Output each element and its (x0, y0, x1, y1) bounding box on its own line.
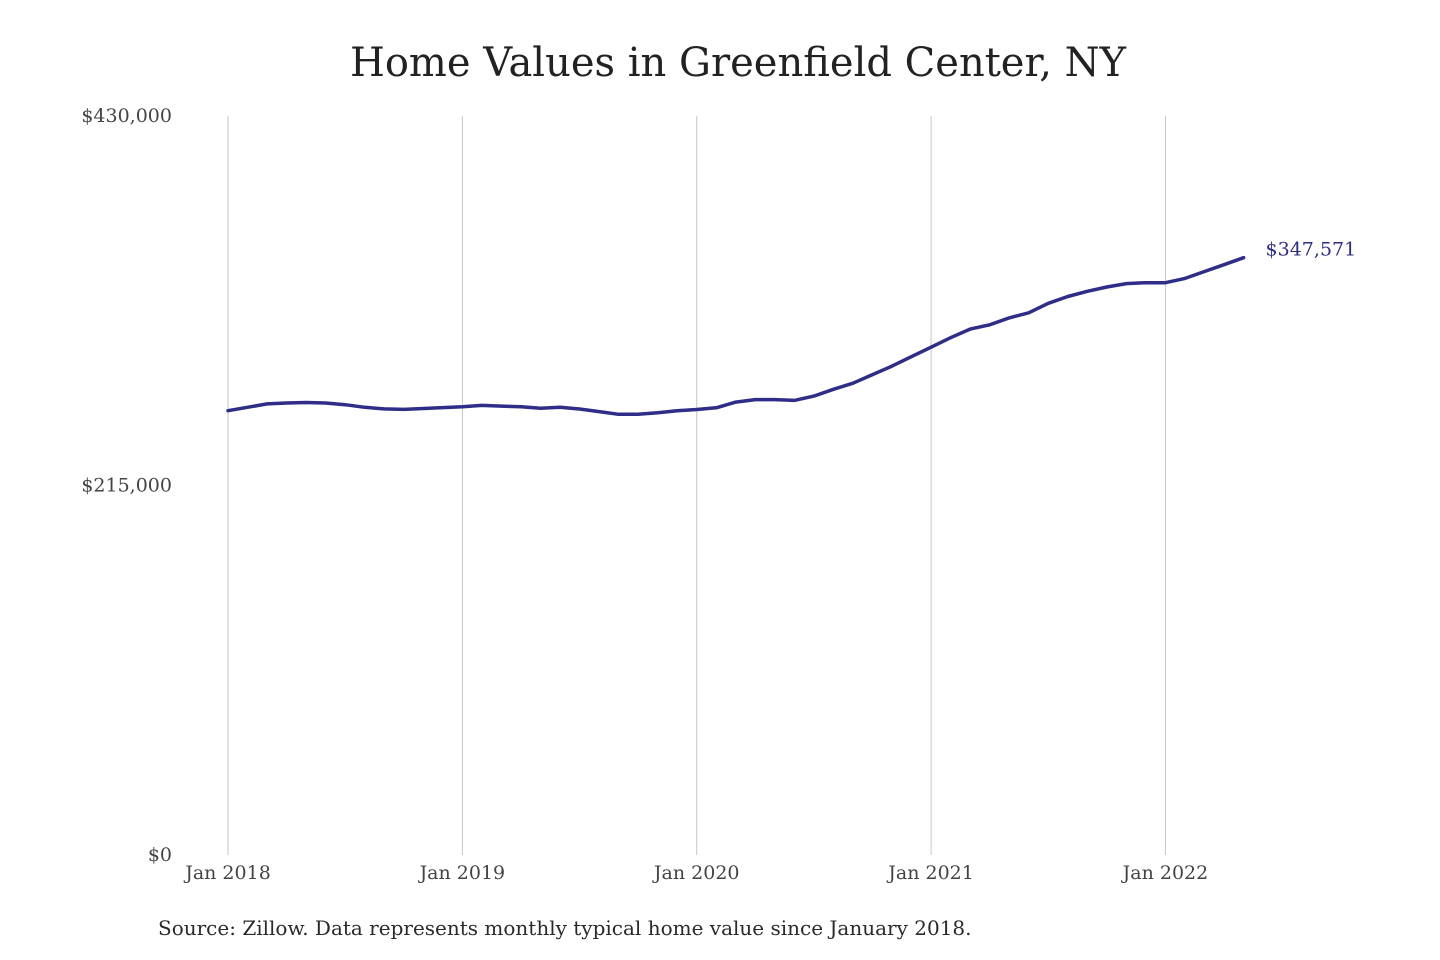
x-tick-label: Jan 2018 (183, 862, 271, 884)
y-tick-label: $430,000 (81, 105, 172, 127)
y-tick-label: $215,000 (81, 475, 172, 497)
x-tick-label: Jan 2021 (886, 862, 974, 884)
x-tick-label: Jan 2020 (652, 862, 740, 884)
x-tick-label: Jan 2022 (1121, 862, 1209, 884)
chart-title: Home Values in Greenfield Center, NY (349, 40, 1127, 86)
grid-lines (227, 116, 1166, 855)
x-tick-label: Jan 2019 (418, 862, 506, 884)
home-value-line (226, 255, 1246, 417)
end-value-label: $347,571 (1266, 239, 1357, 261)
y-axis-ticks: $0 $215,000 $430,000 (81, 105, 172, 866)
source-note: Source: Zillow. Data represents monthly … (158, 916, 972, 940)
x-axis-ticks: Jan 2018 Jan 2019 Jan 2020 Jan 2021 Jan 2022 (183, 862, 1208, 884)
y-tick-label: $0 (148, 844, 172, 866)
